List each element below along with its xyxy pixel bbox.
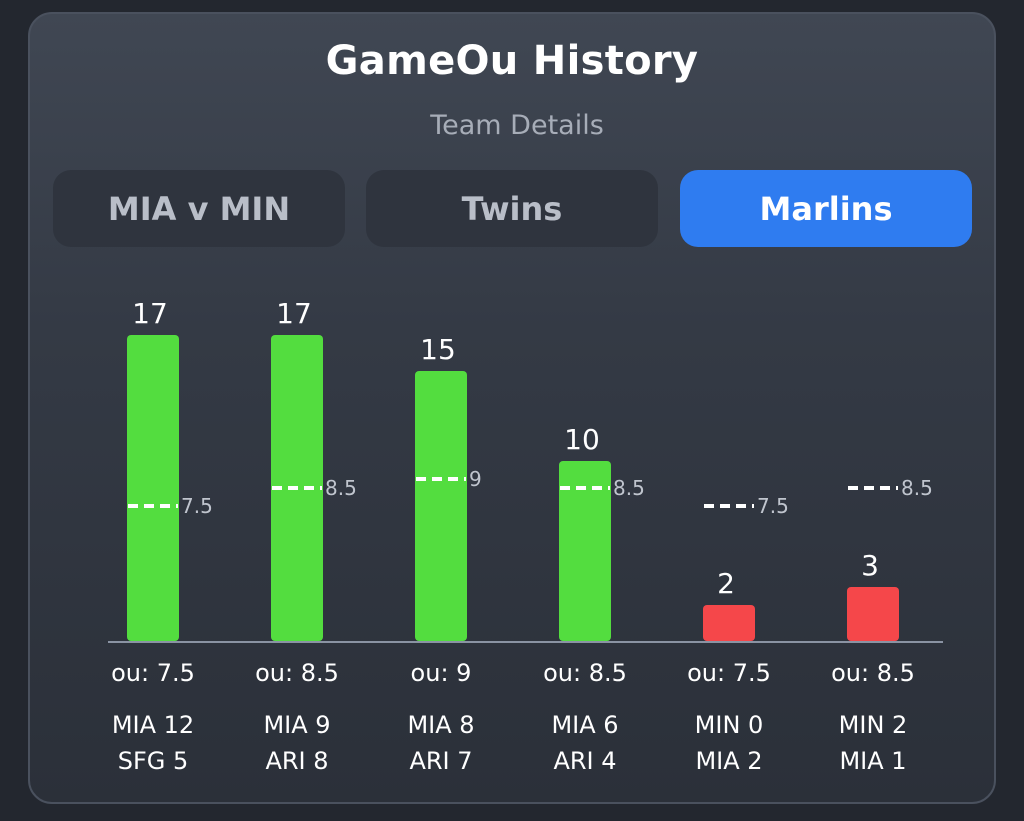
chart-bar [559, 461, 611, 641]
ou-line-label: 9 [469, 467, 482, 491]
ou-caption: ou: 9 [411, 659, 472, 687]
tab-mia-v-min[interactable]: MIA v MIN [53, 170, 345, 247]
chart-bar [127, 335, 179, 641]
bar-value-label: 17 [132, 297, 168, 330]
score-line-2: MIA 1 [839, 747, 906, 775]
chart-bar [415, 371, 467, 641]
ou-line-label: 8.5 [613, 476, 645, 500]
bar-value-label: 10 [564, 423, 600, 456]
bar-value-label: 17 [276, 297, 312, 330]
page-subtitle: Team Details [430, 110, 604, 141]
chart-bar [847, 587, 899, 641]
chart-bar [703, 605, 755, 641]
score-line-1: MIN 0 [695, 711, 764, 739]
ou-line-label: 7.5 [181, 494, 213, 518]
history-card [28, 12, 996, 804]
tab-marlins[interactable]: Marlins [680, 170, 972, 247]
score-line-1: MIA 6 [551, 711, 618, 739]
bar-value-label: 15 [420, 333, 456, 366]
ou-line-label: 8.5 [325, 476, 357, 500]
score-line-1: MIA 12 [112, 711, 194, 739]
ou-caption: ou: 8.5 [543, 659, 627, 687]
ou-caption: ou: 8.5 [831, 659, 915, 687]
score-line-2: SFG 5 [118, 747, 189, 775]
score-line-1: MIN 2 [839, 711, 908, 739]
ou-line-label: 8.5 [901, 476, 933, 500]
score-line-2: ARI 8 [265, 747, 328, 775]
page-title: GameOu History [325, 38, 699, 84]
score-line-1: MIA 9 [263, 711, 330, 739]
score-line-2: ARI 7 [409, 747, 472, 775]
ou-line-label: 7.5 [757, 494, 789, 518]
score-line-2: MIA 2 [695, 747, 762, 775]
ou-caption: ou: 8.5 [255, 659, 339, 687]
score-line-1: MIA 8 [407, 711, 474, 739]
ou-caption: ou: 7.5 [687, 659, 771, 687]
bar-value-label: 3 [861, 549, 879, 582]
ou-caption: ou: 7.5 [111, 659, 195, 687]
tab-twins[interactable]: Twins [366, 170, 658, 247]
bar-value-label: 2 [717, 567, 735, 600]
score-line-2: ARI 4 [553, 747, 616, 775]
